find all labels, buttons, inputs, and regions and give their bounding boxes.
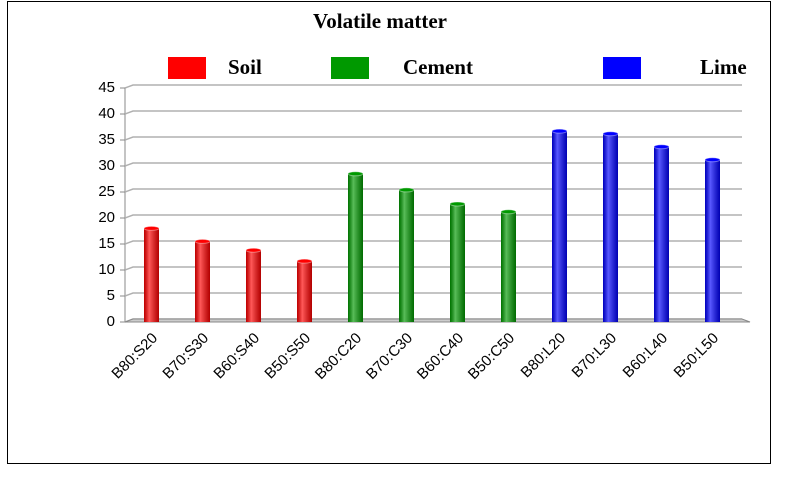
grid-line [124, 110, 742, 115]
bar [500, 209, 517, 322]
y-tick-label: 45 [98, 79, 115, 96]
bar [194, 238, 211, 322]
frame [7, 1, 771, 464]
floor [124, 318, 751, 323]
legend-swatch [603, 57, 641, 79]
y-tick-label: 25 [98, 183, 115, 200]
y-tick-label: 40 [98, 105, 115, 122]
y-tick-label: 10 [98, 261, 115, 278]
grid-line [124, 292, 742, 297]
grid-line [124, 162, 742, 167]
y-tick-label: 35 [98, 131, 115, 148]
grid-line [124, 188, 742, 193]
y-tick-label: 0 [107, 313, 115, 330]
grid-line [124, 266, 742, 271]
grid-line [124, 214, 742, 219]
bar [551, 128, 568, 322]
y-tick-label: 20 [98, 209, 115, 226]
bar [449, 201, 466, 322]
bar [245, 247, 262, 322]
y-tick-label: 30 [98, 157, 115, 174]
legend-label: Lime [700, 55, 747, 79]
bar [347, 171, 364, 322]
grid-line [124, 240, 742, 245]
bar [704, 157, 721, 322]
grid-line [124, 136, 742, 141]
bar [398, 187, 415, 322]
grid-line [124, 84, 742, 89]
y-tick-label: 15 [98, 235, 115, 252]
bar [296, 258, 313, 322]
chart-title: Volatile matter [313, 9, 447, 33]
bar [602, 131, 619, 322]
bar [653, 144, 670, 322]
bar [143, 225, 160, 322]
legend-label: Soil [228, 55, 262, 79]
legend-swatch [331, 57, 369, 79]
legend-label: Cement [403, 55, 473, 79]
legend-swatch [168, 57, 206, 79]
y-tick-label: 5 [107, 287, 115, 304]
